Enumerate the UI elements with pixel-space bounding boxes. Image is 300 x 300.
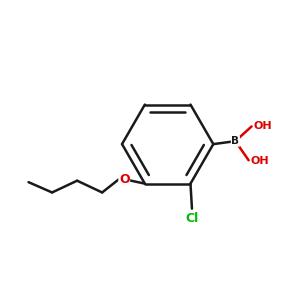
Text: Cl: Cl [185,212,199,225]
Text: OH: OH [253,121,272,130]
Text: B: B [231,136,239,146]
Text: OH: OH [250,156,269,166]
Text: O: O [119,173,130,186]
